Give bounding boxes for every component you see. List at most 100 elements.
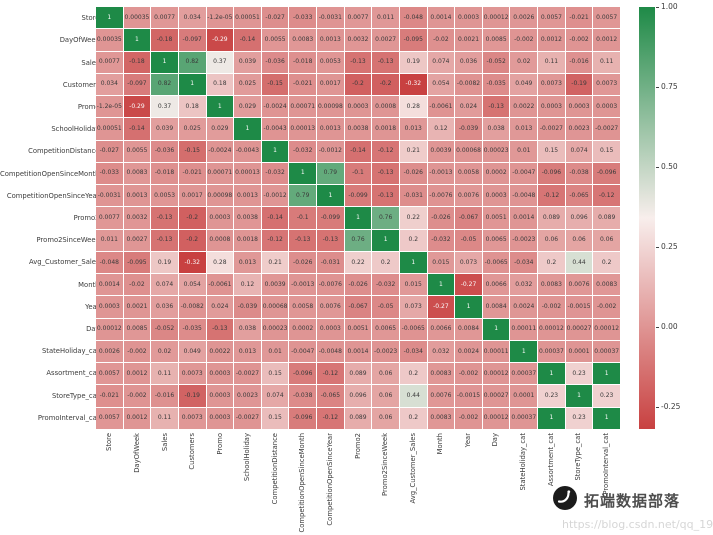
heatmap-cell: -0.05 — [372, 296, 399, 318]
heatmap-cell: -0.095 — [123, 251, 151, 274]
heatmap-cell: -0.002 — [123, 340, 151, 363]
heatmap-cell: 1 — [178, 73, 206, 96]
heatmap-cell: -0.0047 — [289, 340, 317, 363]
heatmap-cell: 0.0077 — [96, 207, 123, 229]
heatmap-cell: 0.01 — [510, 140, 538, 162]
y-axis-label: CompetitionDistance — [28, 147, 100, 156]
heatmap-cell: -0.0048 — [510, 185, 538, 207]
heatmap-cell: -0.033 — [289, 7, 317, 29]
heatmap-cell: 0.024 — [206, 296, 234, 318]
heatmap-cell: -0.13 — [372, 51, 399, 73]
heatmap-cell: 0.036 — [455, 51, 482, 73]
heatmap-cell: 0.00027 — [482, 385, 510, 407]
heatmap-cell: -0.14 — [234, 29, 261, 51]
heatmap-cell: -0.034 — [510, 251, 538, 274]
heatmap-cell: -0.067 — [344, 296, 372, 318]
heatmap-cell: 0.18 — [206, 73, 234, 96]
heatmap-cell: 0.00013 — [234, 162, 261, 185]
heatmap-cell: 0.0003 — [206, 207, 234, 229]
colorbar-tick-mark — [656, 326, 659, 328]
x-axis-label-slot: SchoolHoliday — [234, 433, 262, 533]
heatmap-cell: 1 — [344, 207, 372, 229]
heatmap-cell: 0.22 — [399, 207, 427, 229]
heatmap-cell: 0.0077 — [344, 7, 372, 29]
watermark-url: https://blog.csdn.net/qq_19000291 — [562, 518, 713, 531]
heatmap-cell: 0.0014 — [427, 7, 455, 29]
heatmap-cell: 0.0002 — [289, 318, 317, 340]
y-axis-label: Promo — [77, 102, 100, 111]
heatmap-cell: 0.096 — [565, 207, 593, 229]
heatmap-cell: 0.0003 — [482, 185, 510, 207]
heatmap-cell: -0.016 — [565, 51, 593, 73]
heatmap-cell: 0.074 — [151, 274, 178, 296]
heatmap-cell: 0.029 — [234, 96, 261, 118]
heatmap-cell: 0.0085 — [123, 318, 151, 340]
x-axis-label-slot: Avg_Customer_Sales — [399, 433, 427, 533]
heatmap-cell: -0.02 — [123, 274, 151, 296]
heatmap-cell: 0.0053 — [317, 51, 344, 73]
heatmap-cell: 0.074 — [427, 51, 455, 73]
x-axis-label-slot: CompetitionOpenSinceYear — [317, 433, 345, 533]
heatmap-cell: -0.14 — [261, 207, 289, 229]
heatmap-cell: 0.0039 — [261, 274, 289, 296]
heatmap-cell: -0.18 — [151, 29, 178, 51]
heatmap-cell: -1.2e-05 — [96, 96, 123, 118]
heatmap-cell: -0.034 — [399, 340, 427, 363]
heatmap-cell: 0.00051 — [96, 118, 123, 140]
heatmap-cell: 0.0014 — [96, 274, 123, 296]
x-axis-label: DayOfWeek — [132, 433, 141, 473]
heatmap-cell: 0.039 — [151, 118, 178, 140]
heatmap-cell: -0.13 — [206, 318, 234, 340]
heatmap-cell: -0.0023 — [372, 340, 399, 363]
heatmap-grid: 1 0.00035 0.0077 0.034 -1.2e-05 0.00051 -0.027… — [96, 7, 620, 429]
heatmap-cell: -0.0061 — [206, 274, 234, 296]
heatmap-cell: -0.065 — [565, 185, 593, 207]
heatmap-cell: 0.034 — [178, 7, 206, 29]
x-axis-label: StateHoliday_cat — [519, 433, 528, 491]
heatmap-cell: -0.13 — [151, 229, 178, 251]
y-axis-label: StoreType_cat — [51, 391, 100, 400]
heatmap-cell: -0.32 — [178, 251, 206, 274]
heatmap-cell: -0.026 — [289, 251, 317, 274]
heatmap-cell: 0.0018 — [234, 229, 261, 251]
heatmap-cell: -0.0047 — [510, 162, 538, 185]
heatmap-cell: 0.0083 — [538, 274, 565, 296]
heatmap-cell: 0.00012 — [482, 407, 510, 429]
heatmap-cell: -0.039 — [455, 118, 482, 140]
heatmap-cell: 0.013 — [234, 251, 261, 274]
heatmap-cell: 0.00023 — [261, 318, 289, 340]
heatmap-cell: 0.024 — [455, 96, 482, 118]
heatmap-cell: 0.2 — [399, 407, 427, 429]
heatmap-cell: 0.00071 — [206, 162, 234, 185]
heatmap-cell: 0.0014 — [510, 207, 538, 229]
heatmap-cell: 0.025 — [178, 118, 206, 140]
heatmap-cell: -0.016 — [151, 385, 178, 407]
heatmap-cell: 0.0055 — [123, 140, 151, 162]
heatmap-cell: -0.02 — [427, 29, 455, 51]
heatmap-cell: 0.032 — [510, 274, 538, 296]
heatmap-cell: 0.0026 — [510, 7, 538, 29]
y-axis-label: Month — [78, 280, 100, 289]
heatmap-cell: 0.0051 — [482, 207, 510, 229]
heatmap-cell: 0.00012 — [482, 7, 510, 29]
y-axis-label: Avg_Customer_Sales — [28, 258, 100, 267]
y-axis-label: StateHoliday_cat — [41, 347, 100, 356]
heatmap-cell: 1 — [427, 274, 455, 296]
x-axis-label-slot: StateHoliday_cat — [510, 433, 538, 533]
heatmap-cell: 1 — [510, 340, 538, 363]
y-axis-label: Promo2 — [73, 213, 100, 222]
heatmap-cell: -0.2 — [178, 207, 206, 229]
heatmap-cell: 1 — [372, 229, 399, 251]
heatmap-cell: 0.0065 — [482, 229, 510, 251]
heatmap-cell: 0.0053 — [151, 185, 178, 207]
heatmap-cell: 0.44 — [565, 251, 593, 274]
heatmap-cell: 0.00012 — [538, 318, 565, 340]
heatmap-cell: 0.0021 — [123, 296, 151, 318]
heatmap-cell: 1 — [565, 385, 593, 407]
heatmap-cell: 0.054 — [427, 73, 455, 96]
heatmap-cell: 0.0013 — [123, 185, 151, 207]
heatmap-cell: 0.0027 — [372, 29, 399, 51]
heatmap-cell: 0.15 — [593, 140, 620, 162]
heatmap-cell: 0.00071 — [289, 96, 317, 118]
